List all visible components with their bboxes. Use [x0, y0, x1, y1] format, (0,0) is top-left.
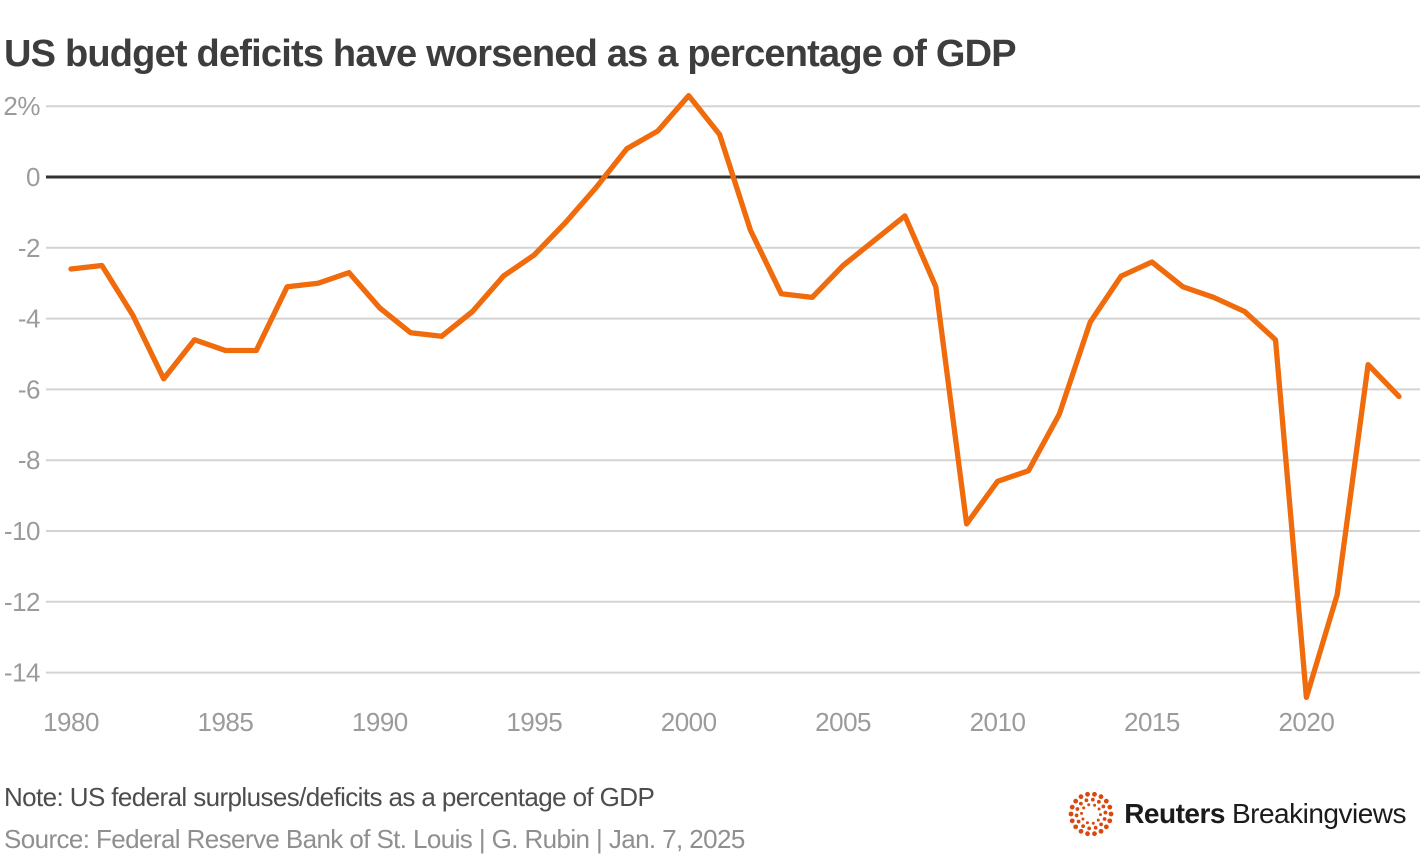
- logo-dot: [1108, 811, 1114, 817]
- logo-dot: [1098, 794, 1104, 800]
- logo-dot: [1098, 828, 1104, 834]
- logo-dot: [1107, 818, 1113, 824]
- x-axis-tick-label: 2005: [815, 707, 871, 737]
- logo-dot: [1082, 806, 1086, 810]
- logo-dot: [1080, 811, 1084, 815]
- reuters-dotted-circle-icon: [1068, 791, 1114, 837]
- logo-dot: [1097, 799, 1101, 804]
- logo-dot: [1076, 819, 1081, 824]
- deficit-line-series: [68, 92, 1402, 701]
- logo-dot: [1107, 804, 1113, 810]
- y-axis-tick-label: 2%: [3, 91, 40, 121]
- logo-dot: [1091, 821, 1095, 825]
- logo-dot: [1102, 817, 1107, 821]
- logo-dot: [1081, 824, 1086, 829]
- y-axis-tick-label: -12: [4, 587, 40, 617]
- logo-dot: [1097, 807, 1101, 811]
- logo-dot: [1070, 804, 1075, 810]
- logo-dot: [1073, 824, 1079, 830]
- y-axis-tick-label: -6: [18, 374, 40, 404]
- logo-dot: [1104, 798, 1109, 804]
- logo-dot: [1078, 794, 1084, 800]
- logo-dot: [1068, 811, 1074, 817]
- x-axis-tick-label: 2020: [1278, 707, 1334, 737]
- x-axis-tick-label: 2015: [1124, 707, 1180, 737]
- reuters-breakingviews-logo: Reuters Breakingviews: [1068, 790, 1407, 838]
- logo-dot: [1093, 825, 1098, 830]
- logo-dot: [1092, 791, 1098, 797]
- chart-note: Note: US federal surpluses/deficits as a…: [4, 782, 655, 812]
- logo-dot: [1096, 818, 1100, 822]
- logo-dot: [1093, 803, 1097, 807]
- y-axis-tick-label: 0: [26, 162, 40, 192]
- x-axis-tick-label: 1990: [352, 707, 408, 737]
- y-axis-tick-label: -2: [18, 233, 40, 263]
- x-axis-tick-label: 1980: [43, 707, 99, 737]
- logo-dot: [1079, 801, 1083, 806]
- logo-brand-text: Reuters: [1124, 798, 1225, 829]
- y-axis-tick-label: -4: [18, 304, 40, 334]
- chart-title: US budget deficits have worsened as a pe…: [4, 33, 1017, 76]
- logo-dot: [1074, 813, 1079, 818]
- logo-dot: [1092, 831, 1098, 837]
- x-axis-tick-label: 1985: [197, 707, 253, 737]
- y-axis-tick-label: -10: [4, 516, 40, 546]
- logo-dot: [1099, 822, 1104, 827]
- logo-dot: [1087, 826, 1092, 831]
- logo-dot: [1073, 798, 1079, 804]
- logo-dot: [1087, 803, 1091, 807]
- logo-dot: [1091, 797, 1095, 802]
- logo-dot: [1084, 798, 1089, 803]
- x-axis-tick-label: 1995: [506, 707, 562, 737]
- logo-dot: [1078, 828, 1084, 834]
- y-axis-tick-label: -14: [4, 658, 40, 688]
- logo-dot: [1075, 807, 1080, 811]
- logo-dot: [1101, 804, 1106, 809]
- logo-dot: [1085, 831, 1091, 837]
- logo-dot: [1103, 810, 1108, 815]
- logo-dot: [1099, 813, 1103, 817]
- x-axis-tick-label: 2010: [970, 707, 1026, 737]
- logo-suffix-text: Breakingviews: [1231, 798, 1407, 829]
- y-axis-tick-label: -8: [18, 445, 40, 475]
- logo-dot: [1104, 824, 1109, 830]
- logo-dot: [1081, 817, 1085, 821]
- x-axis-tick-label: 2000: [661, 707, 717, 737]
- logo-dot: [1085, 791, 1091, 797]
- logo-dot: [1070, 818, 1075, 824]
- chart-source-credit: Source: Federal Reserve Bank of St. Loui…: [4, 824, 745, 854]
- logo-dot: [1086, 821, 1090, 825]
